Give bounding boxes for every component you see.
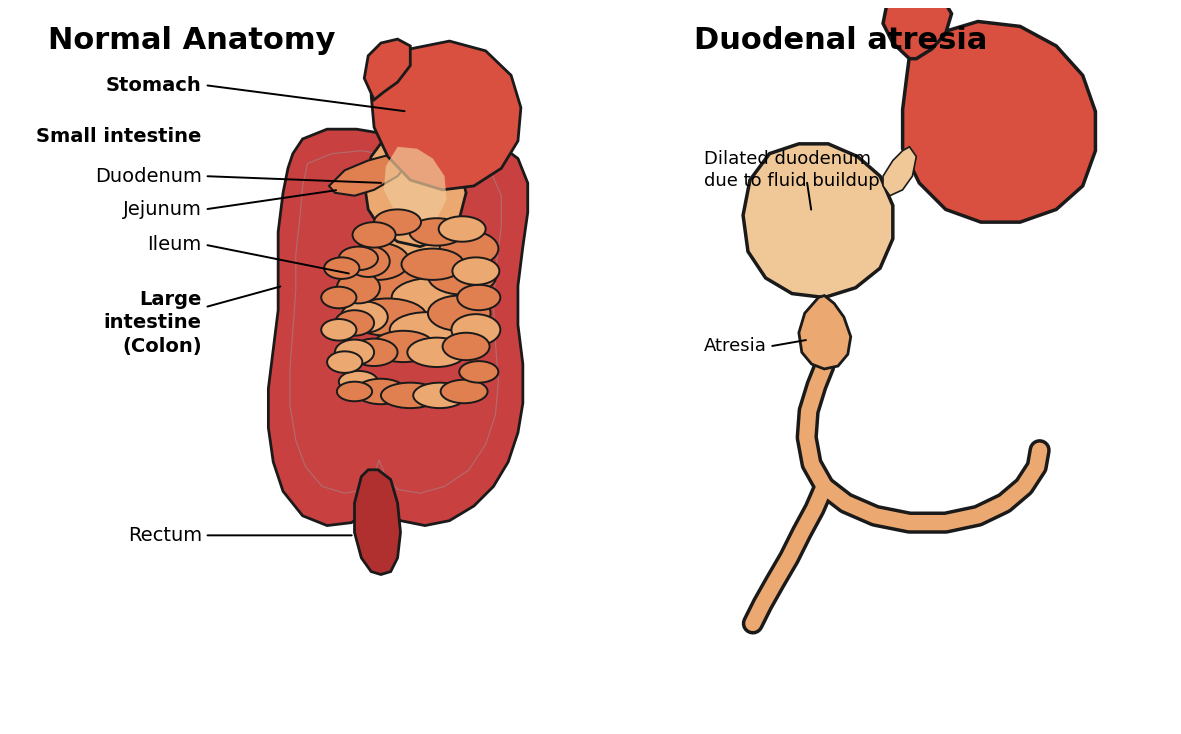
- Ellipse shape: [321, 319, 357, 341]
- Ellipse shape: [402, 249, 464, 280]
- Text: Duodenum: Duodenum: [94, 167, 202, 186]
- Text: Large
intestine
(Colon): Large intestine (Colon): [104, 290, 202, 356]
- Polygon shape: [902, 21, 1096, 222]
- Ellipse shape: [339, 247, 378, 270]
- Ellipse shape: [443, 333, 490, 360]
- Polygon shape: [329, 153, 413, 196]
- Polygon shape: [883, 0, 952, 59]
- Ellipse shape: [353, 222, 396, 247]
- Ellipse shape: [341, 302, 387, 333]
- Polygon shape: [354, 470, 400, 575]
- Text: Stomach: Stomach: [106, 76, 202, 95]
- Ellipse shape: [407, 338, 466, 367]
- Ellipse shape: [337, 272, 380, 303]
- Ellipse shape: [459, 361, 498, 382]
- Ellipse shape: [439, 231, 498, 266]
- Text: Rectum: Rectum: [128, 526, 202, 545]
- Text: Ileum: Ileum: [148, 235, 202, 254]
- Ellipse shape: [409, 230, 490, 267]
- Ellipse shape: [344, 261, 438, 302]
- Ellipse shape: [347, 246, 390, 277]
- Ellipse shape: [337, 382, 372, 401]
- Ellipse shape: [441, 379, 488, 403]
- Polygon shape: [371, 41, 521, 190]
- Ellipse shape: [321, 287, 357, 308]
- Ellipse shape: [335, 340, 374, 365]
- Ellipse shape: [335, 310, 374, 335]
- Polygon shape: [364, 134, 466, 247]
- Ellipse shape: [327, 352, 363, 373]
- Polygon shape: [268, 129, 528, 526]
- Ellipse shape: [348, 299, 426, 335]
- Ellipse shape: [392, 278, 474, 317]
- Text: Dilated duodenum
due to fluid buildup: Dilated duodenum due to fluid buildup: [704, 150, 880, 190]
- Text: Jejunum: Jejunum: [123, 200, 202, 219]
- Polygon shape: [743, 144, 893, 297]
- Ellipse shape: [451, 314, 501, 346]
- Text: Normal Anatomy: Normal Anatomy: [48, 26, 335, 55]
- Polygon shape: [883, 147, 916, 196]
- Polygon shape: [289, 150, 501, 493]
- Ellipse shape: [372, 331, 435, 362]
- Ellipse shape: [339, 371, 378, 393]
- Polygon shape: [364, 39, 410, 100]
- Text: Atresia: Atresia: [704, 338, 766, 355]
- Ellipse shape: [368, 220, 446, 258]
- Ellipse shape: [452, 258, 500, 285]
- Ellipse shape: [428, 296, 490, 331]
- Ellipse shape: [438, 217, 485, 241]
- Ellipse shape: [347, 243, 410, 280]
- Ellipse shape: [457, 285, 501, 310]
- Ellipse shape: [390, 312, 464, 347]
- Polygon shape: [384, 147, 446, 227]
- Ellipse shape: [410, 218, 464, 246]
- Ellipse shape: [413, 382, 466, 408]
- Text: Duodenal atresia: Duodenal atresia: [694, 26, 987, 55]
- Ellipse shape: [351, 338, 398, 366]
- Ellipse shape: [355, 379, 406, 404]
- Polygon shape: [798, 296, 850, 369]
- Text: Small intestine: Small intestine: [37, 128, 202, 147]
- Ellipse shape: [381, 382, 439, 408]
- Ellipse shape: [374, 209, 422, 235]
- Ellipse shape: [324, 258, 359, 279]
- Ellipse shape: [428, 258, 496, 294]
